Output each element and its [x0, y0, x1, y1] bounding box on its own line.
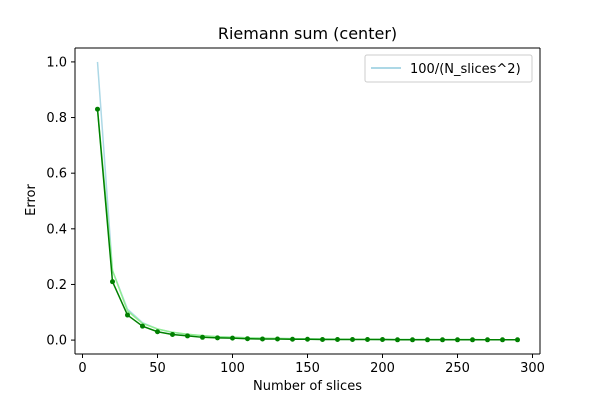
data-point-2-17: [350, 337, 355, 343]
x-tick-label: 200: [370, 361, 395, 376]
data-point-2-24: [455, 337, 460, 343]
x-tick-label: 100: [220, 361, 245, 376]
data-point-2-21: [410, 337, 415, 343]
data-point-2-19: [380, 337, 385, 343]
data-point-2-27: [500, 337, 505, 343]
data-point-2-14: [305, 336, 310, 342]
ticks: 0 50 100 150 200 250 300 0.0 0.2 0.4 0.6 0.8 1.0: [46, 55, 545, 376]
x-tick-label: 300: [520, 361, 545, 376]
y-axis-label: Error: [24, 184, 39, 216]
plot-area: [75, 48, 540, 354]
series-group: [95, 61, 520, 343]
data-point-2-2: [125, 312, 130, 318]
chart-title: Riemann sum (center): [218, 24, 397, 43]
data-point-2-8: [215, 335, 220, 341]
data-point-2-9: [230, 335, 235, 341]
x-tick-label: 0: [78, 361, 86, 376]
data-point-2-4: [155, 329, 160, 335]
data-point-2-25: [470, 337, 475, 343]
data-point-2-18: [365, 337, 370, 343]
data-point-2-28: [515, 337, 520, 343]
data-point-2-12: [275, 336, 280, 342]
legend: 100/(N_slices^2): [364, 54, 533, 83]
plot-background: [75, 48, 540, 354]
data-point-2-26: [485, 337, 490, 343]
data-point-2-11: [260, 336, 265, 342]
y-tick-label: 1.0: [46, 55, 67, 70]
y-tick-label: 0.2: [46, 278, 67, 293]
data-point-2-16: [335, 337, 340, 343]
y-tick-label: 0.6: [46, 167, 67, 182]
x-tick-label: 250: [445, 361, 470, 376]
y-tick-label: 0.0: [46, 334, 67, 349]
x-tick-label: 150: [295, 361, 320, 376]
data-point-2-13: [290, 336, 295, 342]
data-point-2-0: [95, 106, 100, 112]
data-point-2-5: [170, 332, 175, 338]
y-tick-label: 0.8: [46, 111, 67, 126]
data-point-2-10: [245, 336, 250, 342]
data-point-2-7: [200, 334, 205, 340]
data-point-2-15: [320, 337, 325, 343]
data-point-2-6: [185, 333, 190, 339]
legend-box: [364, 54, 533, 83]
y-tick-label: 0.4: [46, 222, 67, 237]
data-point-2-22: [425, 337, 430, 343]
data-point-2-23: [440, 337, 445, 343]
x-axis-label: Number of slices: [253, 379, 362, 394]
x-tick-label: 50: [149, 361, 166, 376]
legend-label: 100/(N_slices^2): [410, 62, 521, 77]
data-point-2-20: [395, 337, 400, 343]
data-point-2-3: [140, 323, 145, 329]
data-point-2-1: [110, 279, 115, 285]
